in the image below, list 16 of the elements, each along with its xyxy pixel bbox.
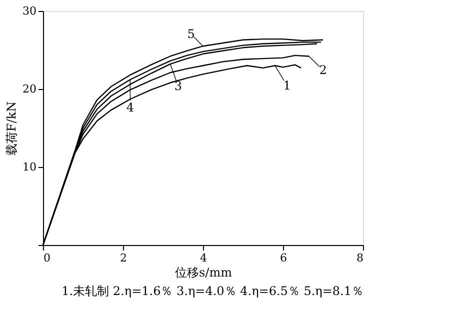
text: 1.未轧制 2.η=1.6％ 3.η=4.0％ 4.η=6.5％ 5.η=8.1％	[62, 284, 364, 298]
x-tick-label: 0	[44, 252, 50, 264]
y-axis-title: 载荷F/kN	[4, 101, 19, 156]
legend-label: 4	[126, 100, 134, 115]
x-axis-title: 位移s/mm	[175, 266, 233, 280]
legend-label: 2	[319, 63, 327, 78]
series-label: 5	[187, 27, 195, 42]
legend-label: 1	[283, 78, 291, 93]
y-tick-label: 30	[22, 4, 36, 18]
x-tick-label: 4	[200, 252, 207, 264]
x-tick-label: 8	[356, 252, 364, 264]
legend-label: 3	[174, 79, 182, 94]
y-tick-label: 20	[22, 82, 36, 96]
x-tick-label: 6	[280, 252, 287, 264]
y-tick-label: 10	[22, 160, 36, 174]
x-tick-label: 2	[120, 252, 127, 264]
